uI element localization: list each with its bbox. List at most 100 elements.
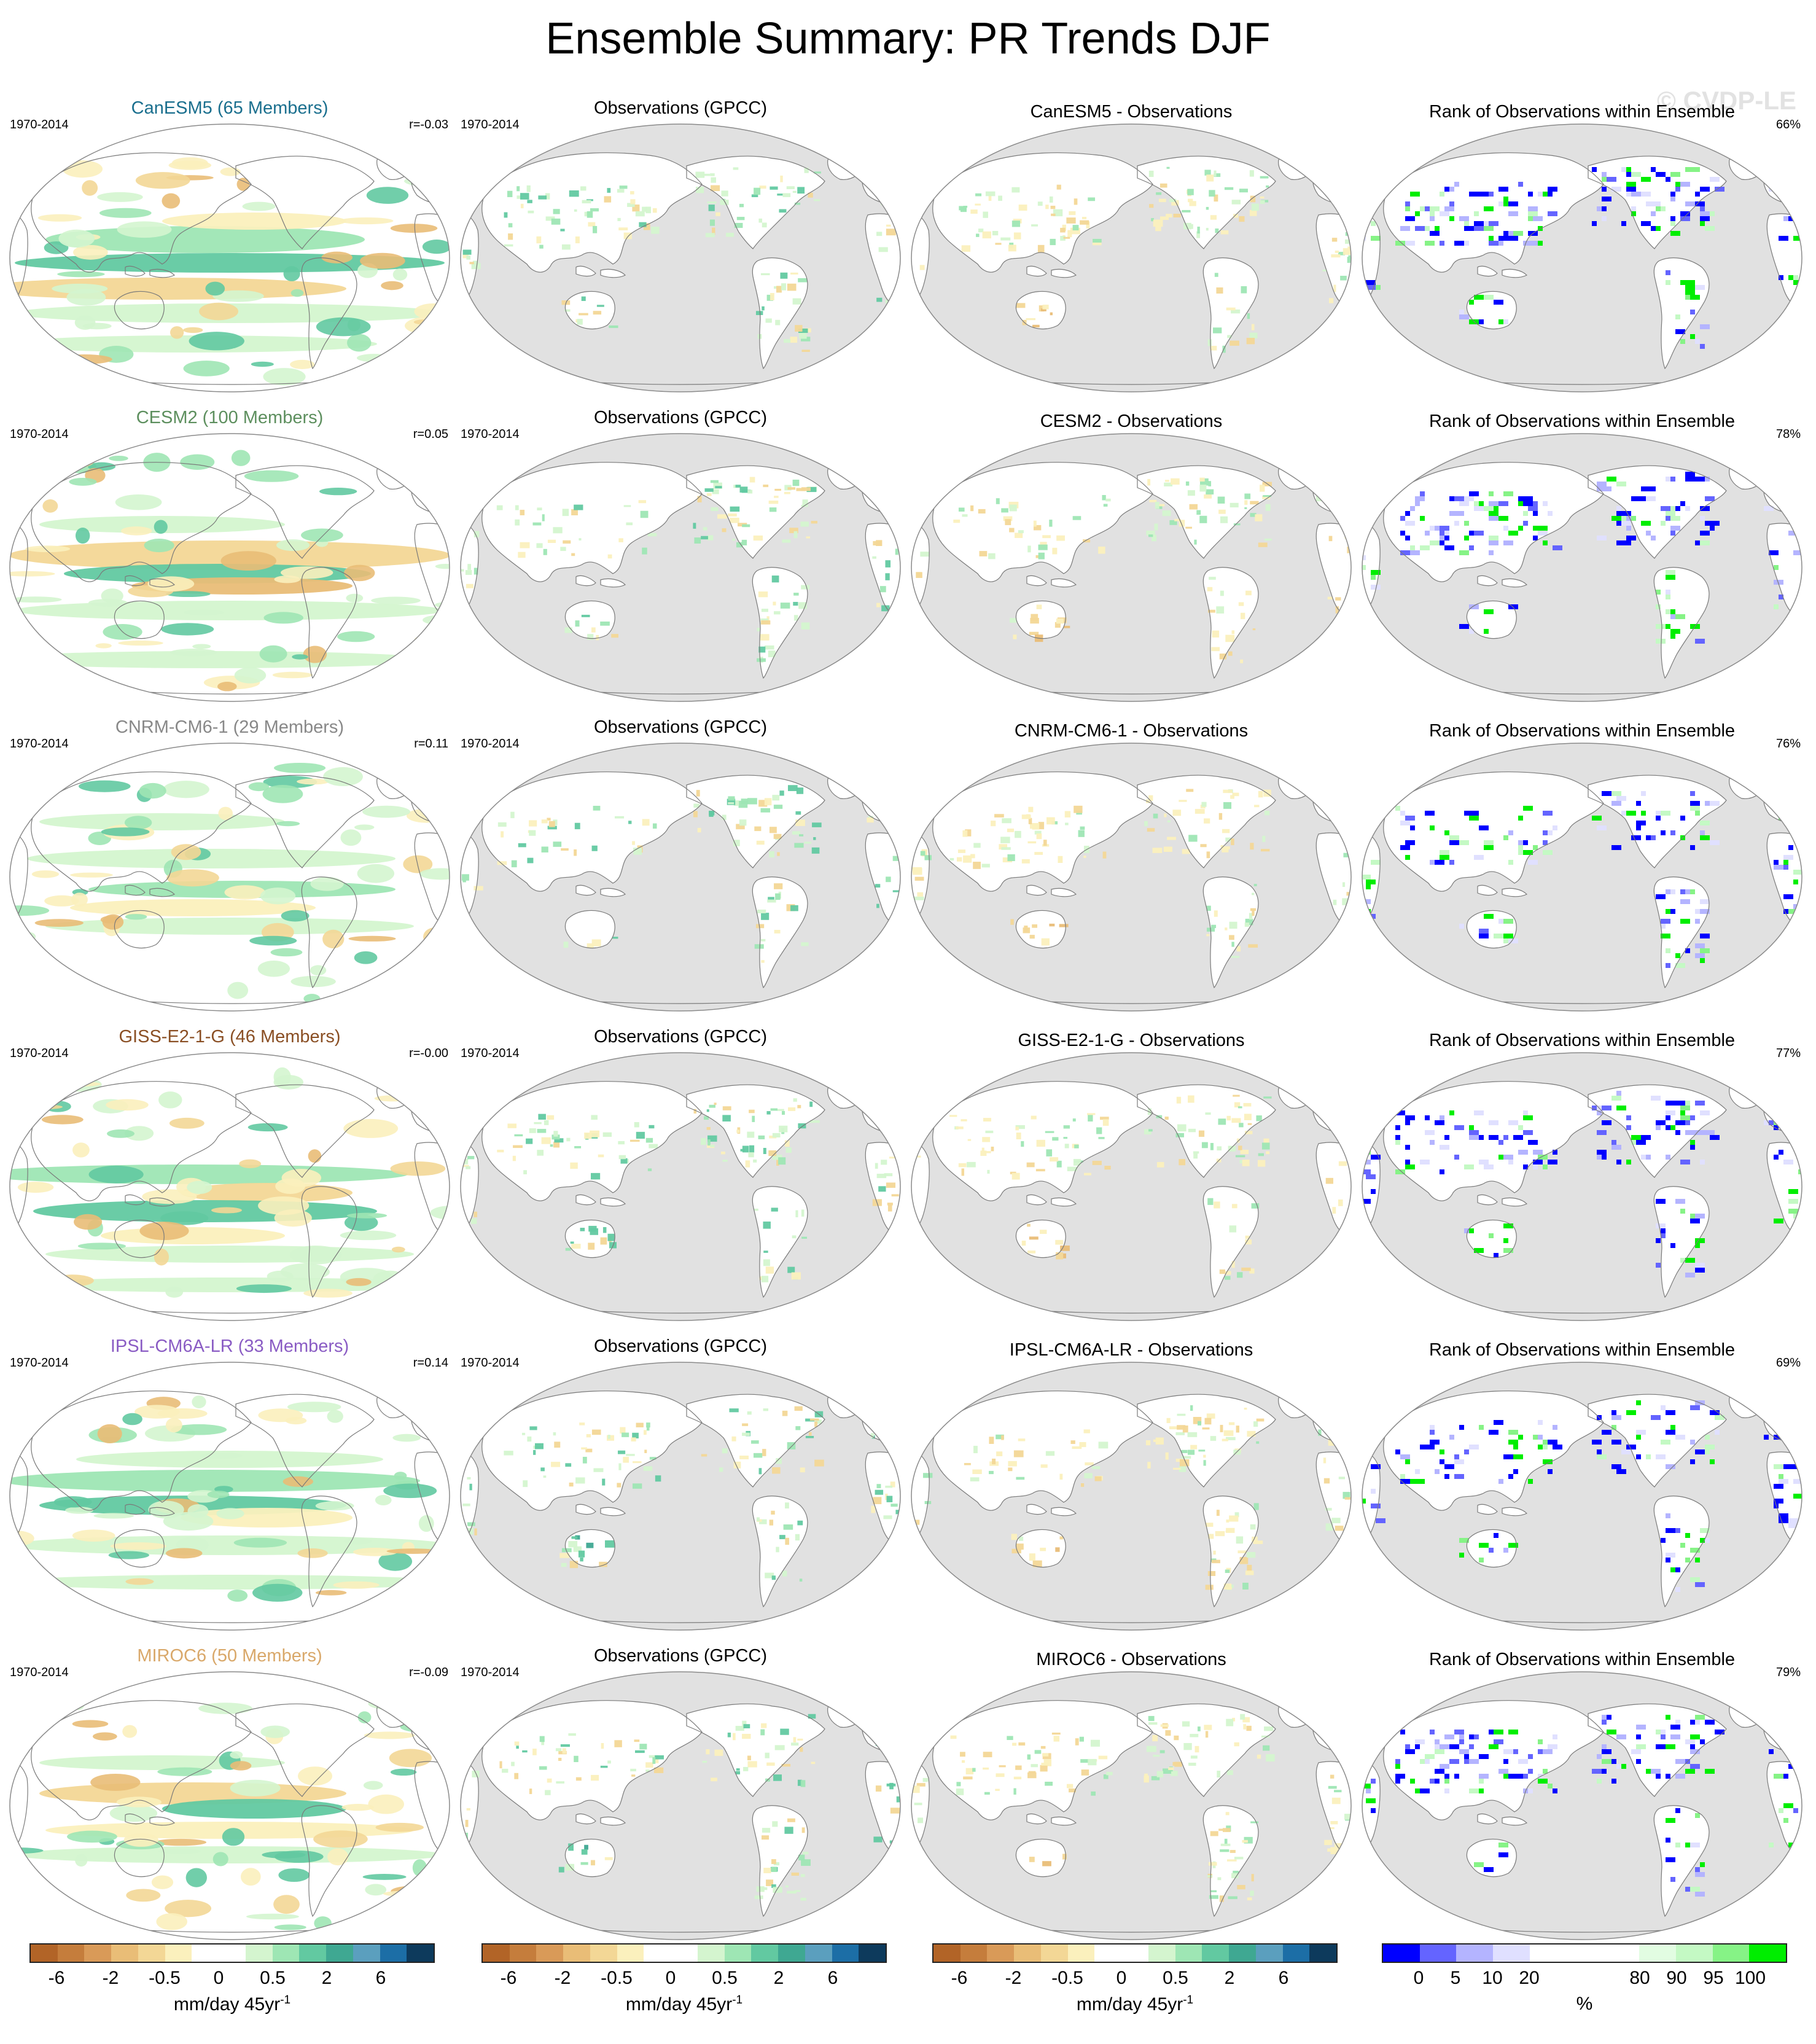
panel-obs-ipsl-cm6a-lr: Observations (GPCC) 1970-2014 <box>459 1336 902 1637</box>
colorbar-swatch <box>1202 1945 1230 1962</box>
colorbar-tick-label: 6 <box>1278 1968 1289 1988</box>
diff-panel-title: IPSL-CM6A-LR - Observations <box>1009 1340 1253 1360</box>
pattern-correlation: r=0.14 <box>413 1356 448 1370</box>
colorbar-swatches <box>1382 1943 1787 1963</box>
obs-map <box>460 1052 901 1321</box>
diff-map <box>911 1052 1352 1321</box>
colorbar-tick-label: 0.5 <box>712 1968 738 1988</box>
colorbar-swatch <box>509 1945 537 1962</box>
colorbar-swatch <box>1676 1945 1713 1962</box>
model-panel-title: CanESM5 (65 Members) <box>131 98 329 118</box>
colorbar-swatch <box>832 1945 859 1962</box>
colorbar-swatch <box>380 1945 407 1962</box>
obs-map <box>460 1362 901 1631</box>
model-map <box>9 123 450 392</box>
panel-period: 1970-2014 <box>10 118 69 131</box>
colorbar-tick-label: 0 <box>1116 1968 1127 1988</box>
colorbar-swatch <box>724 1945 752 1962</box>
colorbar-tick-label: -2 <box>1005 1968 1022 1988</box>
colorbar-swatch <box>1175 1945 1202 1962</box>
colorbar-swatch <box>590 1945 617 1962</box>
obs-map <box>460 433 901 702</box>
rank-panel-title: Rank of Observations within Ensemble <box>1428 412 1736 431</box>
obs-map <box>460 743 901 1012</box>
rank-map <box>1362 1671 1802 1940</box>
rank-percent: 79% <box>1775 1666 1801 1679</box>
panel-obs-miroc6: Observations (GPCC) 1970-2014 <box>459 1646 902 1947</box>
colorbar-tick-label: 2 <box>773 1968 784 1988</box>
colorbar-swatches <box>481 1943 887 1963</box>
colorbar-swatch <box>192 1945 219 1962</box>
colorbar-units: mm/day 45yr-1 <box>932 1994 1338 2015</box>
panel-rank-miroc6: Rank of Observations within Ensemble 79% <box>1361 1646 1803 1947</box>
colorbar-swatch <box>1255 1945 1283 1962</box>
colorbar-units-text: mm/day 45yr <box>625 1994 733 2015</box>
panel-diff-giss-e2-1-g: GISS-E2-1-G - Observations <box>910 1027 1352 1328</box>
colorbar-swatch <box>671 1945 698 1962</box>
diff-panel-title: CESM2 - Observations <box>1040 412 1223 431</box>
diff-panel-title: CNRM-CM6-1 - Observations <box>1014 721 1249 741</box>
panel-model-miroc6: MIROC6 (50 Members) 1970-2014 r=-0.09 <box>9 1646 451 1947</box>
panel-obs-canesm5: Observations (GPCC) 1970-2014 <box>459 98 902 399</box>
colorbar-tick-label: 0 <box>213 1968 224 1988</box>
colorbar-swatch <box>644 1945 671 1962</box>
rank-panel-title: Rank of Observations within Ensemble <box>1428 721 1736 741</box>
rank-panel-title: Rank of Observations within Ensemble <box>1428 1031 1736 1050</box>
colorbar-tick-label: 2 <box>321 1968 332 1988</box>
rank-map <box>1362 433 1802 702</box>
colorbar-tick-label: 90 <box>1666 1968 1687 1988</box>
rank-colorbar: 0 5 10 20 80 90 95 100% <box>1382 1943 1787 2035</box>
colorbar-swatches <box>932 1943 1338 1963</box>
diff-panel-title: MIROC6 - Observations <box>1036 1650 1226 1669</box>
colorbar-tick-label: 80 <box>1629 1968 1650 1988</box>
panel-model-cesm2: CESM2 (100 Members) 1970-2014 r=0.05 <box>9 408 451 709</box>
model-panel-title: GISS-E2-1-G (46 Members) <box>119 1027 341 1047</box>
colorbar-swatch <box>859 1945 886 1962</box>
model-panel-title: IPSL-CM6A-LR (33 Members) <box>110 1336 349 1356</box>
diff-map <box>911 123 1352 392</box>
colorbar-swatch <box>1383 1945 1420 1962</box>
panel-period: 1970-2014 <box>10 1666 69 1679</box>
diff-map <box>911 433 1352 702</box>
rank-percent: 66% <box>1775 118 1801 131</box>
panel-rank-canesm5: Rank of Observations within Ensemble 66% <box>1361 98 1803 399</box>
colorbar-tick-label: 6 <box>375 1968 386 1988</box>
panel-model-canesm5: CanESM5 (65 Members) 1970-2014 r=-0.03 <box>9 98 451 399</box>
panel-diff-cnrm-cm6-1: CNRM-CM6-1 - Observations <box>910 717 1352 1018</box>
pattern-correlation: r=-0.03 <box>409 118 448 131</box>
colorbar-units: mm/day 45yr-1 <box>29 1994 435 2015</box>
colorbar-swatch <box>1229 1945 1256 1962</box>
model-map <box>9 1671 450 1940</box>
diff-map <box>911 1671 1352 1940</box>
colorbar-tick-label: -2 <box>554 1968 571 1988</box>
colorbar-swatch <box>111 1945 138 1962</box>
model-map <box>9 433 450 702</box>
colorbar-tick-label: -0.5 <box>601 1968 633 1988</box>
diff-panel-title: CanESM5 - Observations <box>1030 102 1233 122</box>
model-panel-title: CNRM-CM6-1 (29 Members) <box>115 717 345 737</box>
panel-period: 1970-2014 <box>10 1047 69 1060</box>
obs-panel-title: Observations (GPCC) <box>593 98 767 118</box>
colorbar-units-exponent: -1 <box>1183 1994 1194 2007</box>
colorbar-tick-label: -0.5 <box>1051 1968 1083 1988</box>
colorbar-units-exponent: -1 <box>280 1994 291 2007</box>
colorbar-swatch <box>1282 1945 1310 1962</box>
colorbar-units-text: mm/day 45yr <box>1076 1994 1183 2015</box>
colorbar-swatch <box>1566 1945 1603 1962</box>
panel-diff-miroc6: MIROC6 - Observations <box>910 1646 1352 1947</box>
pattern-correlation: r=-0.09 <box>409 1666 448 1679</box>
colorbar-swatch <box>960 1945 988 1962</box>
model-map <box>9 743 450 1012</box>
obs-panel-title: Observations (GPCC) <box>593 1336 767 1356</box>
colorbar-units-text: % <box>1576 1994 1593 2014</box>
panel-period: 1970-2014 <box>461 427 520 441</box>
panel-period: 1970-2014 <box>461 737 520 751</box>
colorbar-swatch <box>933 1945 961 1962</box>
colorbar-tick-label: 0 <box>665 1968 676 1988</box>
colorbar-tick-label: 2 <box>1224 1968 1235 1988</box>
panel-diff-canesm5: CanESM5 - Observations <box>910 98 1352 399</box>
panel-period: 1970-2014 <box>461 1047 520 1060</box>
panel-period: 1970-2014 <box>461 1356 520 1370</box>
panel-rank-cesm2: Rank of Observations within Ensemble 78% <box>1361 408 1803 709</box>
diff-panel-title: GISS-E2-1-G - Observations <box>1018 1031 1245 1050</box>
